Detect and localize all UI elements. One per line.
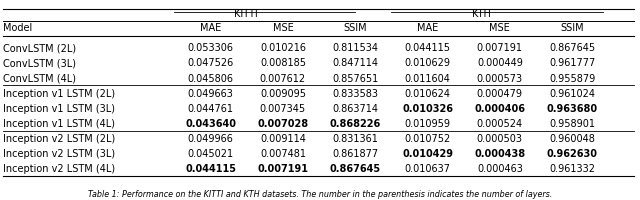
Text: Inception v2 LSTM (2L): Inception v2 LSTM (2L) <box>3 134 115 144</box>
Text: 0.863714: 0.863714 <box>332 104 378 114</box>
Text: 0.955879: 0.955879 <box>549 74 595 84</box>
Text: 0.010216: 0.010216 <box>260 43 306 53</box>
Text: 0.010624: 0.010624 <box>404 89 451 99</box>
Text: 0.010629: 0.010629 <box>404 58 451 68</box>
Text: 0.007191: 0.007191 <box>257 164 308 174</box>
Text: 0.847114: 0.847114 <box>332 58 378 68</box>
Text: SSIM: SSIM <box>561 23 584 33</box>
Text: Model: Model <box>3 23 33 33</box>
Text: 0.831361: 0.831361 <box>332 134 378 144</box>
Text: 0.047526: 0.047526 <box>188 58 234 68</box>
Text: 0.000463: 0.000463 <box>477 164 523 174</box>
Text: 0.008185: 0.008185 <box>260 58 306 68</box>
Text: 0.010752: 0.010752 <box>404 134 451 144</box>
Text: 0.010429: 0.010429 <box>402 149 453 159</box>
Text: 0.000479: 0.000479 <box>477 89 523 99</box>
Text: KITTI: KITTI <box>234 9 258 19</box>
Text: Inception v1 LSTM (4L): Inception v1 LSTM (4L) <box>3 119 115 129</box>
Text: Table 1: Performance on the KITTI and KTH datasets. The number in the parenthesi: Table 1: Performance on the KITTI and KT… <box>88 190 552 199</box>
Text: MSE: MSE <box>273 23 293 33</box>
Text: 0.000503: 0.000503 <box>477 134 523 144</box>
Text: 0.044115: 0.044115 <box>185 164 236 174</box>
Text: 0.961777: 0.961777 <box>549 58 595 68</box>
Text: 0.007481: 0.007481 <box>260 149 306 159</box>
Text: 0.962630: 0.962630 <box>547 149 598 159</box>
Text: 0.833583: 0.833583 <box>332 89 378 99</box>
Text: 0.961332: 0.961332 <box>549 164 595 174</box>
Text: 0.043640: 0.043640 <box>185 119 236 129</box>
Text: ConvLSTM (3L): ConvLSTM (3L) <box>3 58 76 68</box>
Text: 0.960048: 0.960048 <box>549 134 595 144</box>
Text: 0.053306: 0.053306 <box>188 43 234 53</box>
Text: Inception v1 LSTM (3L): Inception v1 LSTM (3L) <box>3 104 115 114</box>
Text: 0.000406: 0.000406 <box>474 104 525 114</box>
Text: 0.045021: 0.045021 <box>188 149 234 159</box>
Text: SSIM: SSIM <box>344 23 367 33</box>
Text: MAE: MAE <box>200 23 221 33</box>
Text: 0.009095: 0.009095 <box>260 89 306 99</box>
Text: 0.867645: 0.867645 <box>549 43 595 53</box>
Text: ConvLSTM (4L): ConvLSTM (4L) <box>3 74 76 84</box>
Text: 0.044761: 0.044761 <box>188 104 234 114</box>
Text: 0.010959: 0.010959 <box>404 119 451 129</box>
Text: 0.000438: 0.000438 <box>474 149 525 159</box>
Text: 0.963680: 0.963680 <box>547 104 598 114</box>
Text: MSE: MSE <box>490 23 510 33</box>
Text: MAE: MAE <box>417 23 438 33</box>
Text: 0.011604: 0.011604 <box>404 74 451 84</box>
Text: 0.811534: 0.811534 <box>332 43 378 53</box>
Text: 0.044115: 0.044115 <box>404 43 451 53</box>
Text: 0.045806: 0.045806 <box>188 74 234 84</box>
Text: 0.007191: 0.007191 <box>477 43 523 53</box>
Text: 0.961024: 0.961024 <box>549 89 595 99</box>
Text: 0.007612: 0.007612 <box>260 74 306 84</box>
Text: 0.857651: 0.857651 <box>332 74 378 84</box>
Text: Inception v2 LSTM (4L): Inception v2 LSTM (4L) <box>3 164 115 174</box>
Text: 0.868226: 0.868226 <box>330 119 381 129</box>
Text: 0.867645: 0.867645 <box>330 164 381 174</box>
Text: 0.000573: 0.000573 <box>477 74 523 84</box>
Text: Inception v2 LSTM (3L): Inception v2 LSTM (3L) <box>3 149 115 159</box>
Text: 0.007028: 0.007028 <box>257 119 308 129</box>
Text: 0.007345: 0.007345 <box>260 104 306 114</box>
Text: Inception v1 LSTM (2L): Inception v1 LSTM (2L) <box>3 89 115 99</box>
Text: 0.049966: 0.049966 <box>188 134 234 144</box>
Text: 0.049663: 0.049663 <box>188 89 234 99</box>
Text: KTH: KTH <box>472 9 492 19</box>
Text: 0.009114: 0.009114 <box>260 134 306 144</box>
Text: 0.010637: 0.010637 <box>404 164 451 174</box>
Text: ConvLSTM (2L): ConvLSTM (2L) <box>3 43 76 53</box>
Text: 0.958901: 0.958901 <box>549 119 595 129</box>
Text: 0.000524: 0.000524 <box>477 119 523 129</box>
Text: 0.010326: 0.010326 <box>402 104 453 114</box>
Text: 0.861877: 0.861877 <box>332 149 378 159</box>
Text: 0.000449: 0.000449 <box>477 58 523 68</box>
